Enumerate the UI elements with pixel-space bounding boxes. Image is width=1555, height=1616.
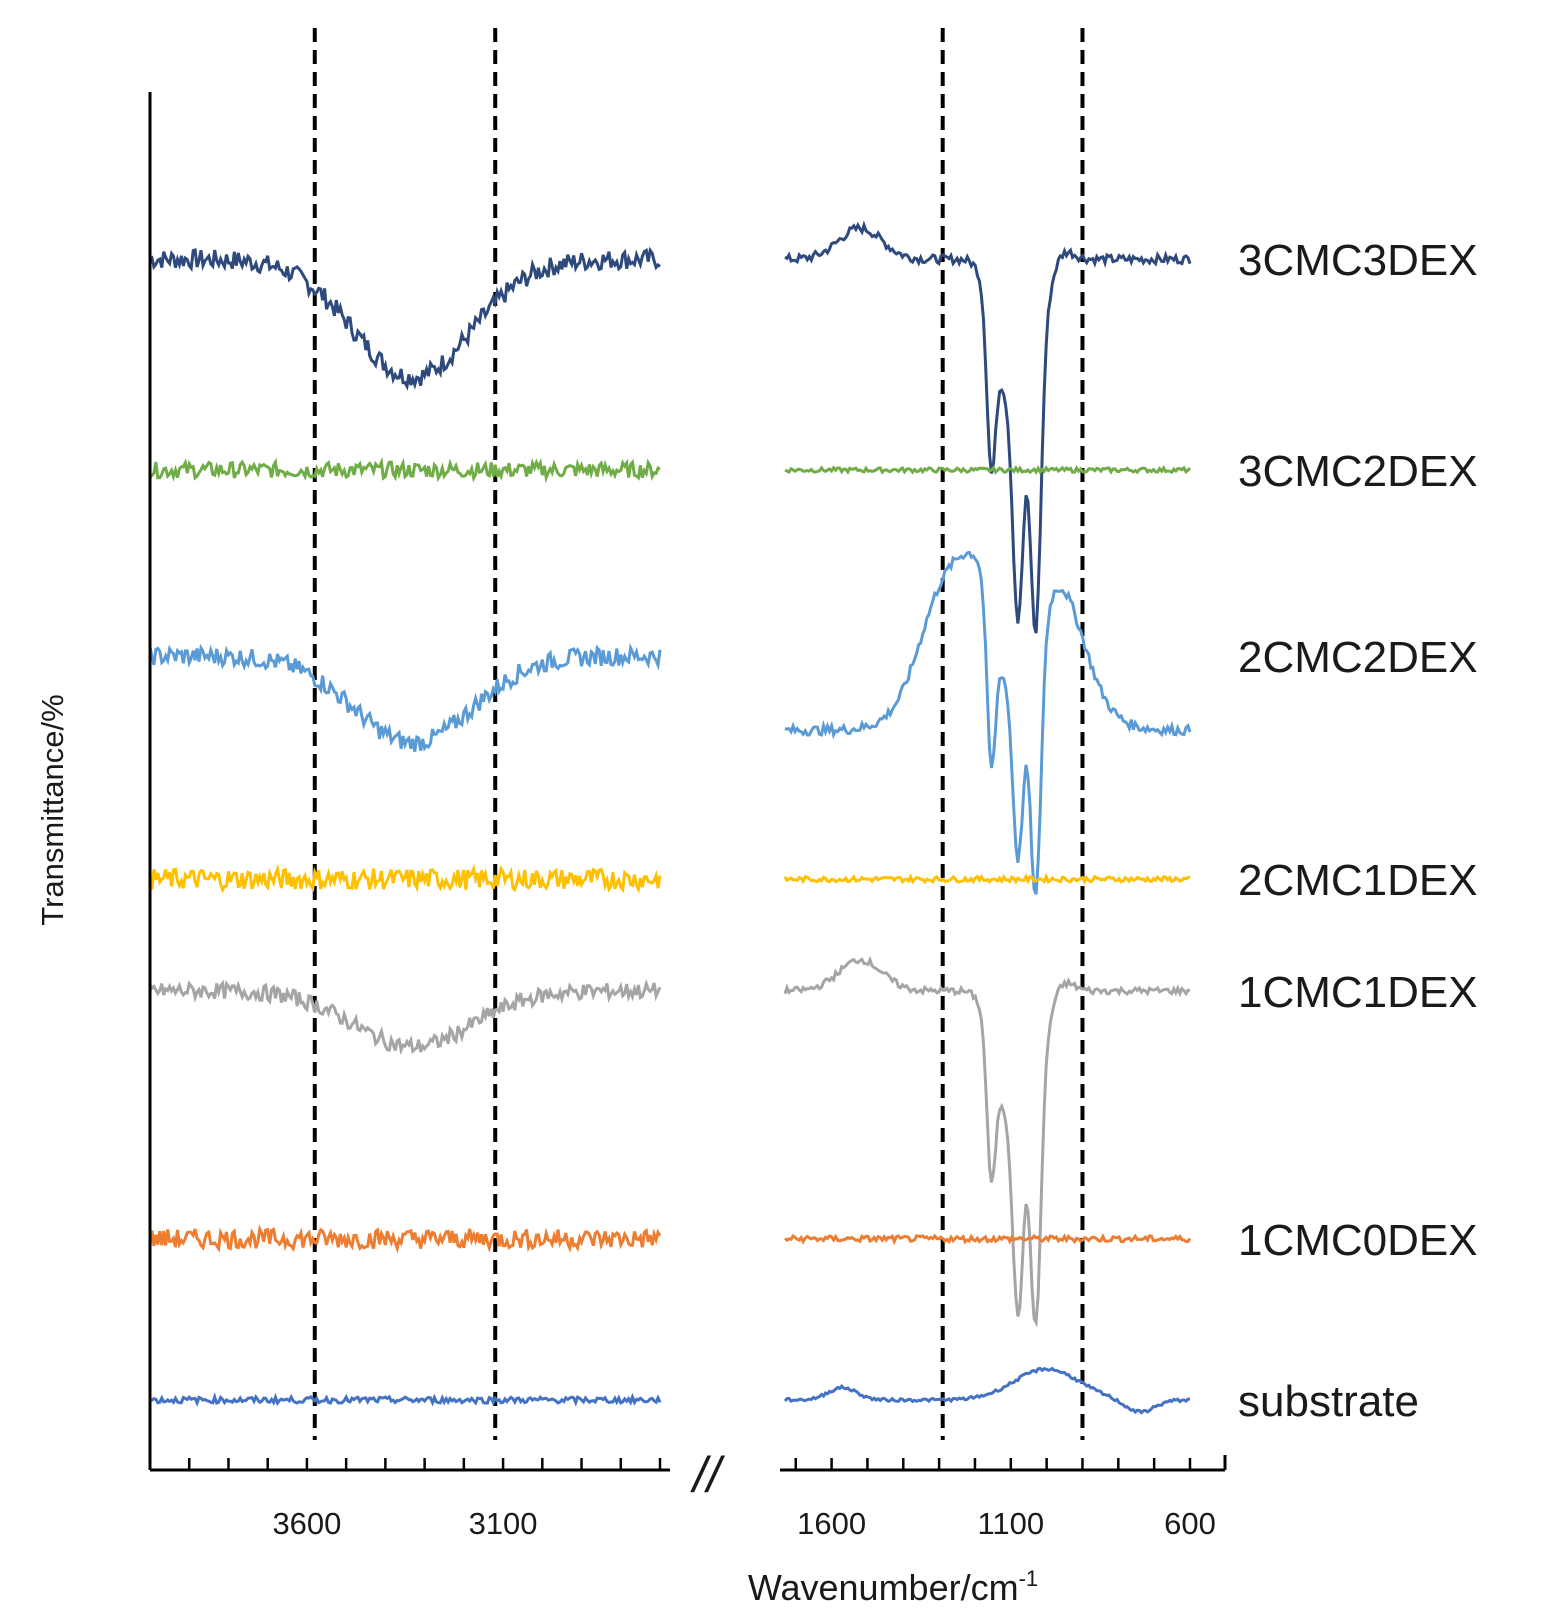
series-line-1CMC1DEX-high [148, 978, 662, 1056]
x-tick-label-600: 600 [1164, 1506, 1216, 1541]
series-line-1CMC0DEX-low [784, 1233, 1192, 1246]
axis-break-marker: // [690, 1447, 726, 1503]
series-line-2CMC1DEX-high [149, 863, 662, 894]
x-tick-label-1600: 1600 [797, 1506, 866, 1541]
series-group [148, 220, 1192, 1415]
y-axis-label: Transmittance/% [35, 694, 70, 925]
series-line-2CMC2DEX-high [148, 642, 662, 752]
series-line-3CMC2DEX-low [784, 464, 1192, 476]
series-line-3CMC3DEX-low [784, 220, 1192, 634]
series-line-3CMC3DEX-high [149, 246, 661, 391]
x-axis-label: Wavenumber/cm-1 [748, 1566, 1038, 1608]
series-label-substrate: substrate [1238, 1377, 1419, 1426]
series-line-substrate-low [783, 1366, 1191, 1415]
reference-lines [312, 28, 1085, 1440]
x-tick-label-3100: 3100 [469, 1506, 538, 1541]
series-label-2CMC2DEX: 2CMC2DEX [1238, 633, 1478, 682]
series-label-3CMC2DEX: 3CMC2DEX [1238, 447, 1478, 496]
x-tick-label-1100: 1100 [977, 1506, 1044, 1541]
series-label-3CMC3DEX: 3CMC3DEX [1238, 236, 1478, 285]
series-line-1CMC0DEX-high [148, 1224, 662, 1254]
series-label-2CMC1DEX: 2CMC1DEX [1238, 856, 1478, 905]
series-line-2CMC1DEX-low [783, 872, 1191, 885]
series-label-1CMC0DEX: 1CMC0DEX [1238, 1216, 1478, 1265]
x-ticks: 3600 3100 1600 1100 600 [148, 1458, 1216, 1541]
series-line-substrate-high [149, 1392, 662, 1407]
series-line-1CMC1DEX-low [783, 955, 1191, 1328]
x-tick-label-3600: 3600 [272, 1506, 341, 1541]
x-axis-label-superscript: -1 [1019, 1566, 1039, 1591]
series-line-2CMC2DEX-low [784, 550, 1192, 895]
series-label-1CMC1DEX: 1CMC1DEX [1238, 968, 1478, 1017]
series-labels: 3CMC3DEX 3CMC2DEX 2CMC2DEX 2CMC1DEX 1CMC1DEX… [1238, 236, 1478, 1426]
x-axis-label-main: Wavenumber/cm [748, 1567, 1019, 1608]
series-line-3CMC2DEX-high [148, 456, 661, 484]
axes: 3600 3100 1600 1100 600 [148, 92, 1227, 1541]
